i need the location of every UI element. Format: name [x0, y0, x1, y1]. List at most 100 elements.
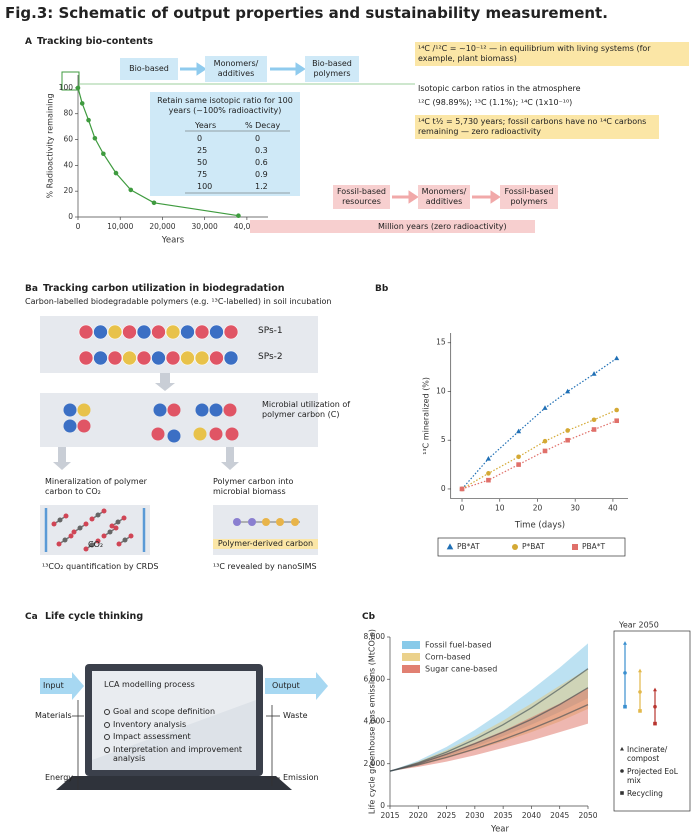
polymer-box: [40, 316, 318, 373]
bead: [209, 324, 224, 340]
marker: [92, 135, 98, 141]
marker: [623, 671, 627, 675]
bead: [180, 324, 195, 340]
atom: [248, 518, 256, 526]
input-item: Energy: [45, 773, 74, 782]
bead: [193, 427, 207, 441]
table-cell: 100: [197, 182, 213, 191]
marker: [623, 641, 627, 645]
marker: [542, 438, 548, 444]
screen-glare: [92, 671, 256, 760]
co2-atom: [116, 541, 122, 547]
bead: [194, 350, 210, 366]
marker: [620, 746, 624, 751]
co2-box: [40, 505, 150, 555]
bead: [195, 403, 209, 417]
bead: [107, 324, 123, 340]
co2-label: CO₂: [88, 540, 104, 549]
x-tick-label: 20: [533, 504, 543, 513]
marker: [614, 418, 619, 424]
bead: [78, 324, 94, 340]
marker: [638, 709, 642, 713]
bead: [122, 324, 137, 340]
y-axis-label: % Radioactivity remaining: [46, 93, 55, 198]
bead: [167, 429, 181, 443]
input-arrow: [40, 672, 84, 700]
marker: [516, 454, 521, 460]
x-tick-label: 2040: [522, 811, 541, 820]
bead: [223, 324, 239, 340]
beads: [51, 324, 239, 552]
flow-box: Monomers/ additives: [205, 56, 267, 82]
arrow: [392, 190, 419, 204]
step: Goal and scope definition: [104, 707, 254, 717]
y-tick-label: 5: [441, 435, 446, 444]
table-box: [150, 92, 300, 196]
flow-box: Fossil-based polymers: [500, 185, 558, 209]
co2-atom: [109, 523, 115, 529]
x-tick-label: 10: [495, 504, 505, 513]
table-cell: 1.2: [255, 182, 268, 191]
marker: [542, 405, 548, 410]
x-axis-label: Time (days): [514, 521, 565, 531]
x-tick-label: 10,000: [107, 222, 133, 231]
derived-label: Polymer-derived carbon: [213, 539, 318, 549]
step: Inventory analysis: [104, 720, 254, 730]
legend-frame: [437, 537, 626, 557]
step: Impact assessment: [104, 732, 254, 742]
panel-heading: Tracking bio-contents: [37, 36, 153, 47]
bead: [122, 350, 137, 366]
marker: [638, 668, 642, 673]
co2-atom: [83, 546, 89, 552]
flow-box: Fossil-based resources: [333, 185, 390, 209]
bead: [194, 324, 210, 340]
bead: [136, 324, 152, 340]
bead: [77, 403, 91, 417]
method-label: ¹³C revealed by nanoSIMS: [213, 562, 317, 571]
y-tick-label: 0: [68, 212, 73, 221]
marker: [653, 721, 657, 726]
bead: [165, 350, 181, 366]
table-cell: 50: [197, 158, 208, 167]
co2-atom: [63, 513, 69, 519]
bead: [63, 403, 77, 417]
output-item: Waste: [283, 711, 308, 720]
co2-atom: [77, 525, 83, 531]
table-cell: 0.9: [255, 170, 268, 179]
arrow: [180, 62, 207, 76]
series-line: [461, 357, 618, 490]
marker: [75, 85, 81, 91]
input-item: Materials: [35, 711, 72, 720]
inset-frame: [613, 630, 691, 812]
marker: [485, 455, 491, 461]
arrow: [221, 447, 239, 470]
panel-heading: Life cycle thinking: [45, 611, 144, 622]
y-tick-label: 0: [441, 484, 446, 493]
bead: [151, 350, 166, 366]
note: ¹⁴C t½ = 5,730 years; fossil carbons hav…: [415, 115, 659, 139]
co2-atom: [121, 515, 127, 521]
bead: [78, 350, 94, 366]
co2-atom: [71, 529, 77, 535]
legend-label: Sugar cane-based: [425, 665, 497, 674]
legend-label: PBA*T: [582, 542, 606, 551]
marker: [446, 543, 454, 550]
atom: [233, 518, 241, 526]
panel-subtitle: Carbon-labelled biodegradable polymers (…: [25, 297, 332, 306]
arrow: [472, 190, 501, 204]
y-tick-label: 4,000: [364, 717, 386, 726]
marker: [620, 791, 624, 795]
panel-label: Ba: [25, 284, 38, 294]
uncertainty-band: [390, 687, 588, 772]
molecule: [233, 518, 299, 526]
y-tick-label: 100: [59, 83, 74, 92]
co2-atom: [101, 508, 107, 514]
marker: [623, 704, 627, 709]
y-tick-label: 40: [63, 160, 73, 169]
flow-box: Monomers/ additives: [418, 185, 470, 209]
bead: [180, 350, 195, 366]
inset-title: Year 2050: [618, 621, 659, 630]
arrow: [155, 373, 175, 391]
legend-label: Corn-based: [425, 653, 471, 662]
